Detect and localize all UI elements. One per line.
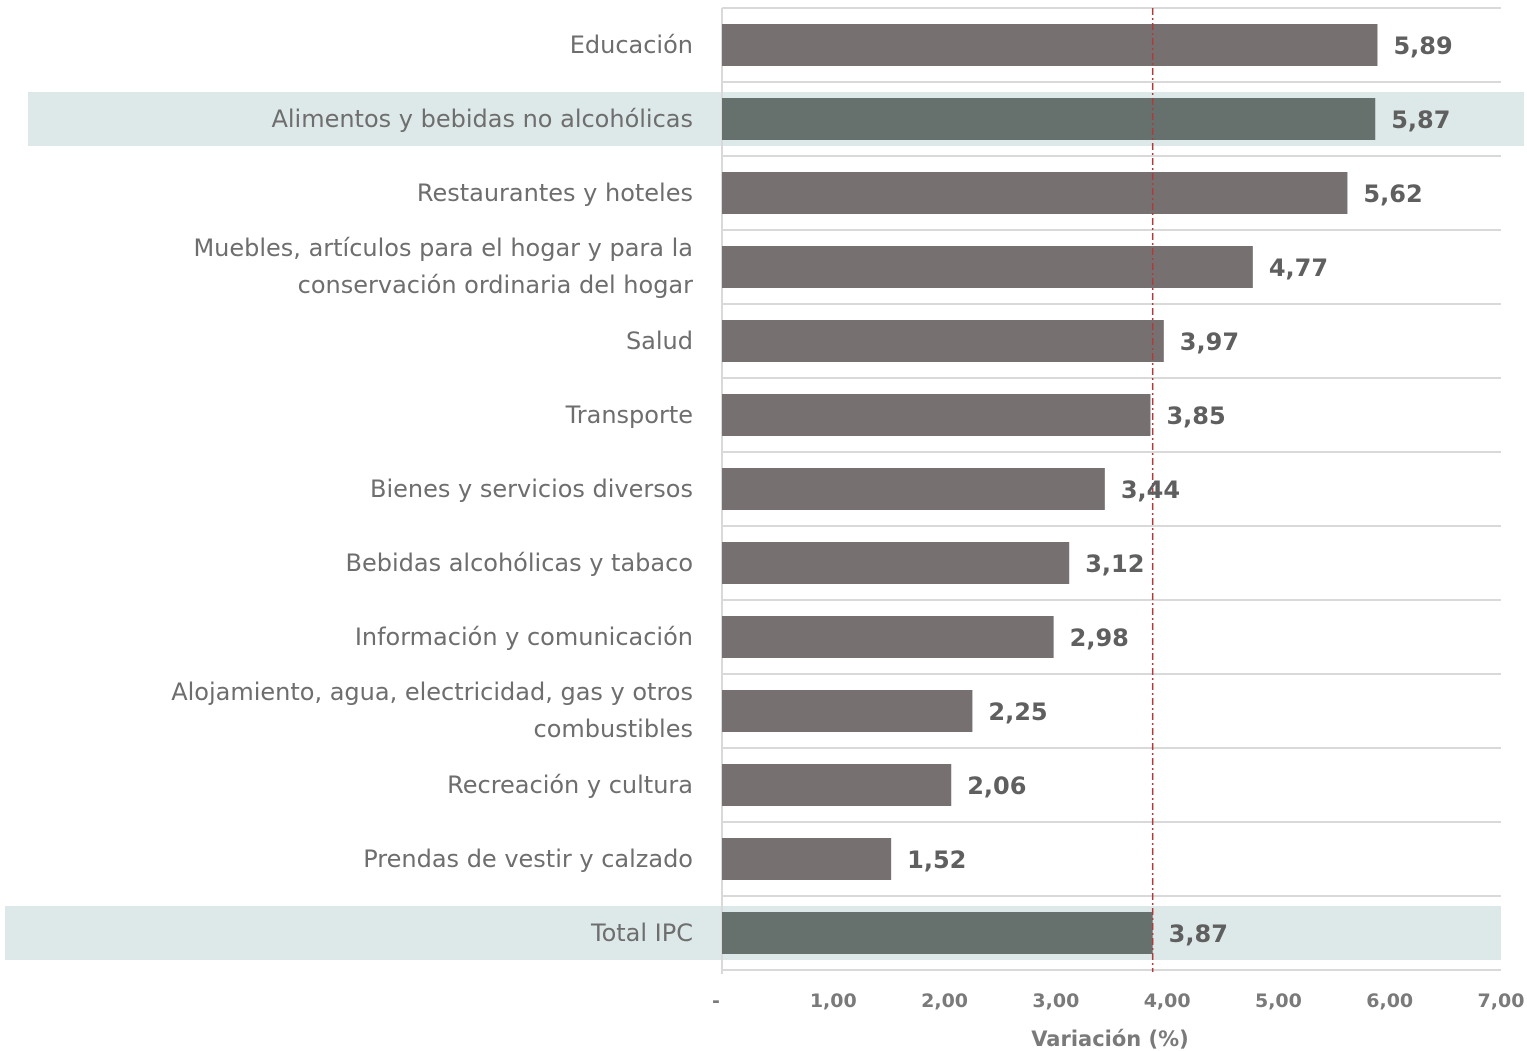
category-label: Bienes y servicios diversos <box>370 475 693 503</box>
value-label: 5,89 <box>1393 32 1452 60</box>
bar <box>722 764 952 806</box>
category-label: Alimentos y bebidas no alcohólicas <box>271 105 693 133</box>
category-label: Muebles, artículos para el hogar y para … <box>193 234 693 299</box>
bar <box>722 912 1153 954</box>
value-label: 5,62 <box>1363 180 1422 208</box>
category-label: Información y comunicación <box>355 623 693 651</box>
bar <box>722 24 1378 66</box>
category-label: Alojamiento, agua, electricidad, gas y o… <box>171 678 693 743</box>
category-label-line: combustibles <box>534 715 693 743</box>
bar <box>722 394 1151 436</box>
category-label-line: Muebles, artículos para el hogar y para … <box>193 234 693 262</box>
value-label: 3,85 <box>1166 402 1225 430</box>
bar <box>722 542 1070 584</box>
value-labels: 5,89 5,87 5,62 4,77 3,97 3,85 3,44 3,12 2,98 2,25… <box>907 32 1453 948</box>
bar <box>722 690 973 732</box>
row-grid <box>721 7 1501 974</box>
category-label: Salud <box>626 327 693 355</box>
category-label: Educación <box>570 31 693 59</box>
bar <box>722 838 892 880</box>
value-label: 3,97 <box>1180 328 1239 356</box>
value-label: 1,52 <box>907 846 966 874</box>
x-tick-label: 1,00 <box>810 990 857 1012</box>
value-label: 2,25 <box>988 698 1047 726</box>
x-tick-labels: - 1,00 2,00 3,00 4,00 5,00 6,00 7,00 <box>712 990 1524 1012</box>
value-label: 5,87 <box>1391 106 1450 134</box>
x-tick-label: 2,00 <box>921 990 968 1012</box>
value-label: 2,98 <box>1070 624 1129 652</box>
bar <box>722 616 1054 658</box>
bar <box>722 468 1105 510</box>
bar <box>722 320 1164 362</box>
x-axis-title: Variación (%) <box>1031 1027 1189 1051</box>
bar <box>722 172 1348 214</box>
category-label-line: Alojamiento, agua, electricidad, gas y o… <box>171 678 693 706</box>
category-label: Prendas de vestir y calzado <box>363 845 693 873</box>
x-tick-label: 5,00 <box>1255 990 1302 1012</box>
bars <box>722 24 1378 954</box>
category-labels: Educación Alimentos y bebidas no alcohóli… <box>171 31 693 947</box>
category-label: Bebidas alcohólicas y tabaco <box>346 549 694 577</box>
bar <box>722 98 1376 140</box>
category-label: Total IPC <box>590 919 693 947</box>
category-label: Transporte <box>565 401 693 429</box>
x-tick-label: 4,00 <box>1144 990 1191 1012</box>
category-label: Restaurantes y hoteles <box>417 179 693 207</box>
x-tick-label: 7,00 <box>1478 990 1525 1012</box>
category-label: Recreación y cultura <box>447 771 693 799</box>
value-label: 4,77 <box>1269 254 1328 282</box>
x-tick-label: - <box>712 990 720 1012</box>
value-label: 3,44 <box>1121 476 1180 504</box>
x-tick-label: 3,00 <box>1032 990 1079 1012</box>
value-label: 3,12 <box>1085 550 1144 578</box>
value-label: 3,87 <box>1169 920 1228 948</box>
category-label-line: conservación ordinaria del hogar <box>298 271 693 299</box>
value-label: 2,06 <box>967 772 1026 800</box>
bar <box>722 246 1253 288</box>
x-tick-label: 6,00 <box>1366 990 1413 1012</box>
